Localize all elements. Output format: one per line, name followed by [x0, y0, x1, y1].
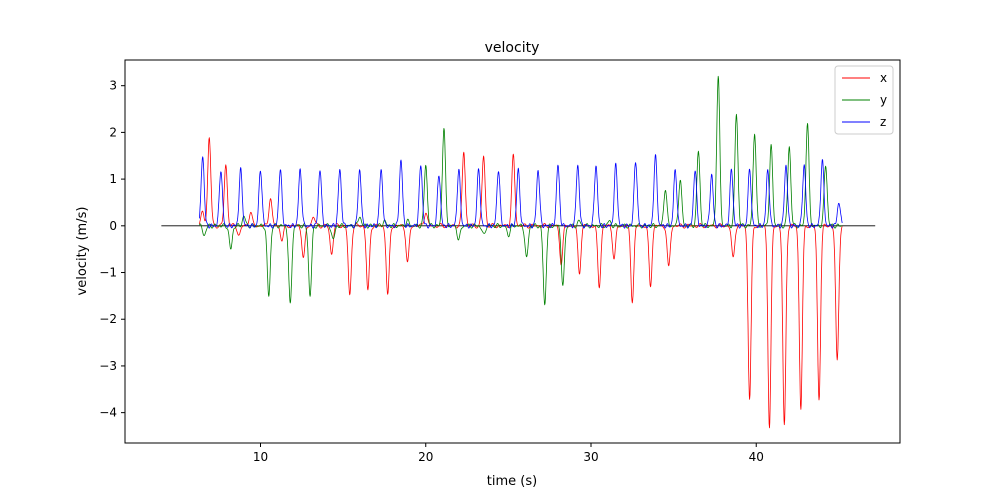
y-tick-label: −1 — [99, 266, 117, 280]
axes-frame — [124, 59, 901, 444]
legend-label-y: y — [880, 93, 887, 107]
series-line-y — [199, 75, 843, 306]
y-tick-label: 3 — [109, 79, 117, 93]
x-tick-label: 40 — [749, 450, 764, 464]
y-tick-label: 0 — [109, 219, 117, 233]
series-line-z — [199, 154, 843, 229]
y-axis-label: velocity (m/s) — [75, 207, 90, 296]
legend-label-z: z — [880, 115, 886, 129]
x-axis-label: time (s) — [487, 474, 537, 489]
y-tick-label: 2 — [109, 125, 117, 139]
y-tick-label: 1 — [109, 172, 117, 186]
legend-label-x: x — [880, 71, 887, 85]
x-tick-label: 20 — [418, 450, 433, 464]
plot-area — [161, 75, 876, 429]
x-tick-label: 10 — [253, 450, 268, 464]
y-tick-label: −4 — [99, 406, 117, 420]
y-tick-label: −3 — [99, 359, 117, 373]
y-tick-label: −2 — [99, 312, 117, 326]
legend: xyz — [834, 65, 894, 135]
x-tick-label: 30 — [583, 450, 598, 464]
axes: 10 20 30 40 −4 −3 −2 −1 0 1 2 3 — [99, 59, 901, 464]
chart-title: velocity — [485, 40, 540, 56]
